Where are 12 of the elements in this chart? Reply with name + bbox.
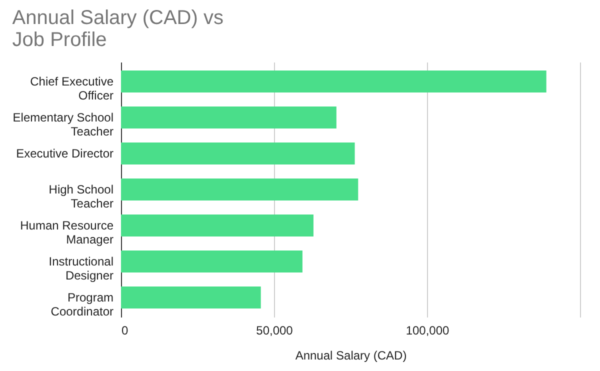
y-tick-label: Elementary School Teacher (12, 110, 114, 138)
x-axis-title: Annual Salary (CAD) (295, 348, 407, 362)
chart-title: Annual Salary (CAD) vs Job Profile (12, 7, 224, 51)
y-tick-label: Human Resource Manager (20, 218, 114, 247)
y-tick-label: High School Teacher (48, 182, 114, 210)
y-tick-label: Chief Executive Officer (30, 74, 114, 102)
x-tick-label: 50,000 (256, 324, 294, 338)
x-tick-label: 100,000 (406, 324, 450, 338)
y-tick-label: Executive Director (16, 146, 114, 160)
x-tick-label: 0 (122, 324, 128, 338)
y-tick-label: Program Coordinator (50, 290, 114, 319)
y-tick-label: Instructional Designer (48, 254, 114, 283)
